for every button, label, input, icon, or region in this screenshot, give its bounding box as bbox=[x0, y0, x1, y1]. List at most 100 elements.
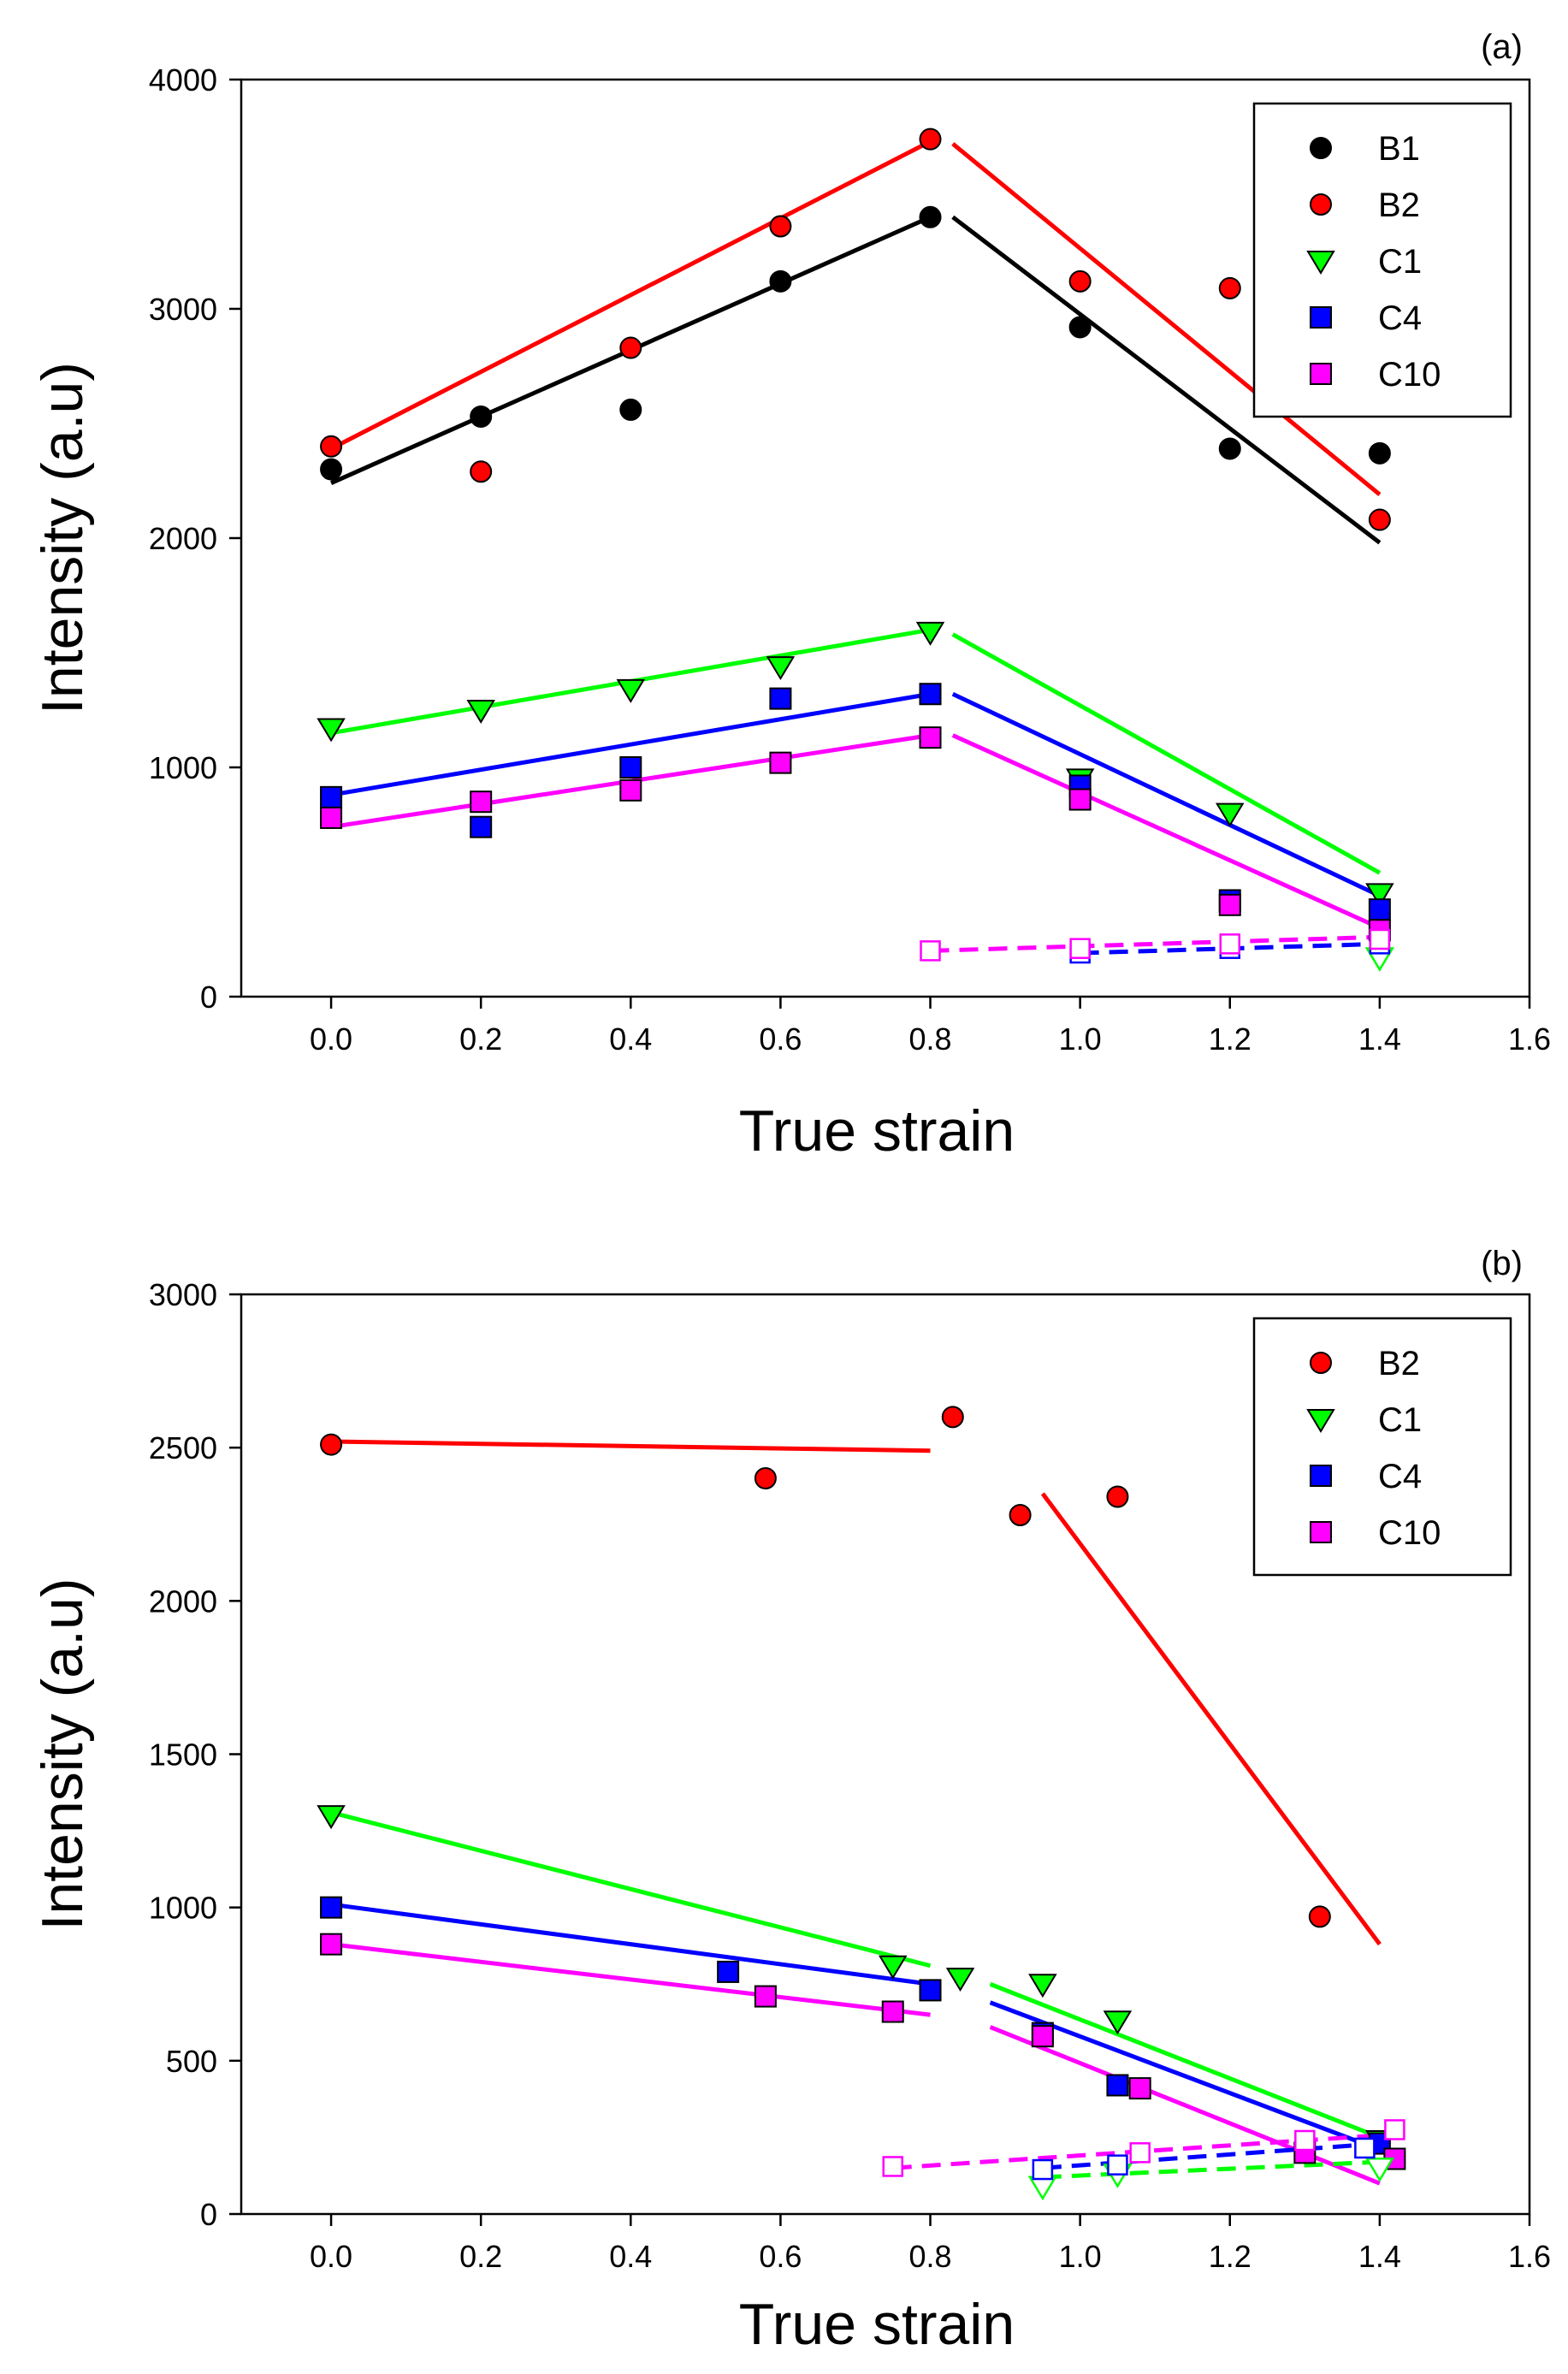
data-point-c4-open bbox=[1032, 2158, 1054, 2181]
series-b1 bbox=[320, 205, 1391, 481]
data-point-b2 bbox=[1068, 269, 1092, 293]
data-point-c4 bbox=[470, 815, 493, 838]
data-point-c10 bbox=[769, 751, 792, 774]
data-point-c4 bbox=[619, 756, 642, 779]
y-tick-label: 0 bbox=[200, 2197, 217, 2232]
data-point-c10-open bbox=[1294, 2129, 1316, 2152]
y-tick-label: 2500 bbox=[149, 1430, 217, 1465]
x-tick-label: 0.6 bbox=[759, 1021, 802, 1057]
data-point-b1 bbox=[919, 205, 942, 228]
data-point-b1 bbox=[470, 405, 493, 428]
data-point-c10 bbox=[619, 779, 642, 802]
data-point-b2 bbox=[619, 336, 642, 359]
legend-label-c1: C1 bbox=[1378, 243, 1422, 281]
fit-line-c4 bbox=[951, 691, 1381, 898]
data-point-c4 bbox=[769, 687, 792, 710]
legend-label-c4: C4 bbox=[1378, 1458, 1422, 1495]
data-point-b1 bbox=[1068, 316, 1092, 339]
data-point-b2 bbox=[1308, 1905, 1331, 1928]
data-point-c10-open bbox=[882, 2156, 904, 2177]
series-c4 bbox=[320, 1896, 1391, 2155]
legend-label-c10: C10 bbox=[1378, 356, 1441, 394]
data-point-b1 bbox=[1218, 437, 1241, 460]
data-point-c10 bbox=[1068, 788, 1092, 811]
panel-label: (b) bbox=[1481, 1245, 1523, 1282]
y-tick-label: 2000 bbox=[149, 521, 217, 556]
data-point-b2 bbox=[1009, 1504, 1032, 1526]
series-c4-open bbox=[1032, 2137, 1376, 2181]
fit-line-c1 bbox=[330, 1810, 932, 1968]
y-tick-label: 1000 bbox=[149, 750, 217, 785]
data-point-c10 bbox=[470, 790, 493, 814]
data-point-b1 bbox=[1368, 441, 1391, 465]
legend-marker-c10 bbox=[1310, 1521, 1332, 1543]
data-point-c4 bbox=[1106, 2074, 1129, 2097]
data-point-b1 bbox=[320, 458, 343, 481]
series-c10 bbox=[320, 726, 1391, 942]
data-point-c1 bbox=[878, 1955, 908, 1980]
x-tick-label: 1.0 bbox=[1059, 2239, 1102, 2274]
x-tick-label: 0.8 bbox=[909, 1021, 952, 1057]
series-c10-open bbox=[920, 928, 1391, 962]
legend-marker-c10 bbox=[1310, 363, 1332, 385]
data-point-c4 bbox=[919, 1979, 942, 2002]
legend-marker-c1 bbox=[1306, 1409, 1335, 1433]
fit-line-b2 bbox=[329, 139, 932, 451]
series-b2 bbox=[320, 1406, 1331, 1928]
chart-panel-b: 0.0 0.2 0.4 0.6 0.8 1.0 1.2 1.4 1.6 0 500 1000 1500 2… bbox=[30, 1245, 1551, 2357]
data-point-b2 bbox=[754, 1467, 777, 1489]
data-point-c1 bbox=[317, 1805, 346, 1830]
y-axis-title: Intensity (a.u) bbox=[30, 362, 95, 714]
data-point-c10 bbox=[754, 1985, 777, 2008]
data-point-b2 bbox=[470, 460, 493, 483]
data-point-b2 bbox=[919, 127, 942, 151]
data-point-b2 bbox=[941, 1406, 964, 1429]
legend-marker-b1 bbox=[1310, 137, 1332, 159]
legend-label-c4: C4 bbox=[1378, 299, 1422, 337]
data-point-b1 bbox=[769, 269, 792, 293]
x-tick-label: 1.2 bbox=[1209, 2239, 1251, 2274]
fit-line-c4 bbox=[330, 1902, 931, 1986]
y-tick-label: 4000 bbox=[149, 62, 217, 98]
x-tick-label: 0.6 bbox=[759, 2239, 802, 2274]
x-tick-label: 0.8 bbox=[909, 2239, 952, 2274]
fit-line-b1 bbox=[951, 215, 1382, 545]
legend-marker-b2 bbox=[1310, 193, 1332, 216]
data-point-c1 bbox=[317, 718, 346, 743]
data-point-c4 bbox=[1368, 898, 1391, 921]
legend-marker-b2 bbox=[1310, 1352, 1332, 1374]
series-b2 bbox=[320, 127, 1391, 531]
x-tick-label: 0.2 bbox=[459, 1021, 502, 1057]
x-tick-label: 0.4 bbox=[609, 1021, 652, 1057]
y-tick-label: 3000 bbox=[149, 1277, 217, 1312]
data-point-b1 bbox=[619, 398, 642, 421]
data-point-c1 bbox=[466, 700, 495, 724]
data-point-c10-open bbox=[1069, 938, 1091, 959]
data-point-c1-open bbox=[1027, 2176, 1058, 2201]
x-axis-title: True strain bbox=[739, 1098, 1015, 1163]
data-point-c10-open bbox=[920, 940, 941, 962]
y-tick-label: 1500 bbox=[149, 1738, 217, 1773]
data-point-c4-open bbox=[1107, 2154, 1128, 2176]
data-point-c1 bbox=[1028, 1974, 1057, 1998]
data-point-b2 bbox=[320, 1433, 343, 1456]
data-point-c1 bbox=[1216, 802, 1245, 827]
y-tick-label: 2000 bbox=[149, 1584, 217, 1619]
data-point-c10 bbox=[1128, 2077, 1151, 2100]
data-point-b2 bbox=[320, 435, 343, 458]
fit-line-c10-open bbox=[930, 934, 1380, 953]
legend: B2 C1 C4 C10 bbox=[1252, 1317, 1512, 1577]
chart-panel-a: 0.0 0.2 0.4 0.6 0.8 1.0 1.2 1.4 1.6 0 1000 2000 3000… bbox=[30, 28, 1551, 1163]
data-point-c10 bbox=[320, 806, 343, 829]
y-tick-label: 0 bbox=[200, 980, 217, 1015]
fit-line-c4 bbox=[989, 2000, 1381, 2152]
data-point-c1 bbox=[1103, 2010, 1133, 2035]
data-point-b2 bbox=[1218, 276, 1241, 299]
data-point-c1 bbox=[1365, 883, 1394, 908]
data-point-c4 bbox=[919, 683, 942, 706]
legend-box bbox=[1252, 102, 1512, 418]
data-point-c10 bbox=[1218, 893, 1241, 916]
x-axis-title: True strain bbox=[739, 2292, 1015, 2357]
data-point-c1 bbox=[766, 656, 796, 681]
